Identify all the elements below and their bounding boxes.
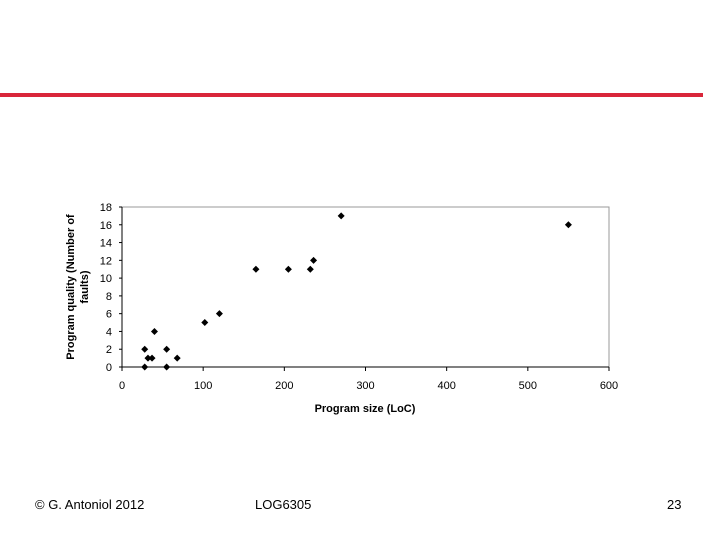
data-point <box>310 256 318 264</box>
x-tick-label: 300 <box>356 380 374 392</box>
data-point <box>252 265 260 273</box>
data-point <box>150 327 158 335</box>
data-point <box>144 354 152 362</box>
x-tick-label: 600 <box>600 380 618 392</box>
x-axis-title: Program size (LoC) <box>315 403 416 415</box>
y-tick-label: 6 <box>106 309 112 321</box>
y-tick-label: 4 <box>106 326 112 338</box>
data-point <box>284 265 292 273</box>
course-code: LOG6305 <box>255 497 312 512</box>
x-tick-label: 0 <box>119 380 125 392</box>
y-axis-title-line-2: faults) <box>79 270 91 303</box>
x-tick-label: 100 <box>194 380 212 392</box>
y-tick-label: 12 <box>100 255 112 267</box>
y-tick-labels: 0 2 4 6 8 10 12 14 16 18 <box>100 202 122 374</box>
y-tick-label: 18 <box>100 202 112 214</box>
data-point <box>141 363 149 371</box>
y-tick-label: 2 <box>106 344 112 356</box>
y-tick-label: 8 <box>106 291 112 303</box>
data-point <box>201 319 209 327</box>
y-tick-label: 10 <box>100 273 112 285</box>
y-tick-label: 16 <box>100 220 112 232</box>
data-point <box>163 363 171 371</box>
copyright-text: © G. Antoniol 2012 <box>35 497 145 512</box>
data-point <box>337 212 345 220</box>
x-tick-label: 200 <box>275 380 293 392</box>
title-divider-bar <box>0 93 703 97</box>
data-point <box>564 221 572 229</box>
x-tick-labels: 0 100 200 300 400 500 600 <box>119 367 618 392</box>
data-point <box>306 265 314 273</box>
data-points <box>141 212 572 371</box>
page-number: 23 <box>667 497 682 512</box>
y-axis-title-line-1: Program quality (Number of <box>65 214 77 360</box>
y-tick-label: 0 <box>106 362 112 374</box>
data-point <box>173 354 181 362</box>
data-point <box>148 354 156 362</box>
data-point <box>215 310 223 318</box>
x-tick-label: 500 <box>519 380 537 392</box>
data-point <box>163 345 171 353</box>
data-point <box>141 345 149 353</box>
plot-area <box>121 206 610 368</box>
x-tick-label: 400 <box>437 380 455 392</box>
y-tick-label: 14 <box>100 238 112 250</box>
